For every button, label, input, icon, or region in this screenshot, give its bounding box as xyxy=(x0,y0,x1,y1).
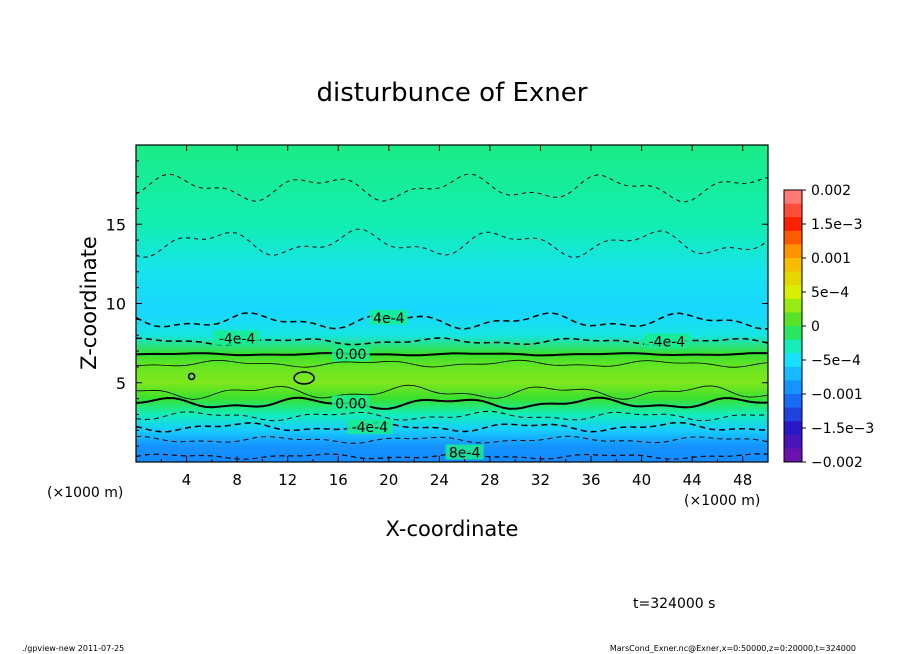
colorbar-label: −0.001 xyxy=(811,387,863,403)
x-tick-label: 4 xyxy=(182,471,192,489)
contour-label: 0.00 xyxy=(335,396,366,412)
colorbar-label: 0 xyxy=(811,319,820,335)
x-tick-label: 32 xyxy=(531,471,550,489)
contour-labels: 0.00 0.00 -4e-4 4e-4 -4e-4 -4e-4 8e-4 xyxy=(214,309,690,461)
colorbar-segment xyxy=(784,203,802,218)
x-tick-label: 36 xyxy=(581,471,600,489)
contour-label-bg xyxy=(331,395,370,411)
x-tick-label: 8 xyxy=(232,471,242,489)
colorbar-segment xyxy=(784,421,802,436)
x-tick-label: 28 xyxy=(480,471,499,489)
chart-title: disturbunce of Exner xyxy=(317,78,588,108)
x-axis-ticks: 4 8 12 16 20 24 28 32 36 40 44 48 xyxy=(160,145,752,489)
contour-line xyxy=(136,173,768,203)
x-unit-right: (×1000 m) xyxy=(684,493,760,509)
x-tick-label: 12 xyxy=(278,471,297,489)
colorbar-label: 5e−4 xyxy=(811,285,849,301)
y-axis-ticks: 5 10 15 xyxy=(106,160,768,447)
contour-line xyxy=(136,396,768,410)
footer-left: ./gpview-new 2011-07-25 xyxy=(22,644,124,653)
plot-area xyxy=(136,145,768,462)
colorbar-segment xyxy=(784,230,802,245)
contour-line xyxy=(136,435,768,444)
x-tick-label: 24 xyxy=(430,471,449,489)
colorbar-label: −5e−4 xyxy=(811,353,861,369)
closed-contour xyxy=(293,371,315,385)
contour-label-bg xyxy=(214,330,261,346)
contour-line xyxy=(136,359,768,368)
contour-line xyxy=(136,312,768,330)
colorbar-segment xyxy=(784,258,802,273)
colorbar-segment xyxy=(784,217,802,232)
colorbar: 0.002 1.5e−3 0.001 5e−4 0 −5e−4 −0.001 −1.5e−3 −… xyxy=(783,183,874,471)
colorbar-segment xyxy=(784,298,802,313)
colorbar-label: −1.5e−3 xyxy=(811,421,874,437)
colorbar-segment xyxy=(784,407,802,422)
colorbar-segment xyxy=(784,380,802,395)
colorbar-segment xyxy=(784,271,802,286)
time-label: t=324000 s xyxy=(633,596,715,612)
colorbar-segment xyxy=(784,353,802,368)
contour-label: 4e-4 xyxy=(373,311,405,327)
contour-label: -4e-4 xyxy=(649,335,686,351)
contour-line xyxy=(136,410,768,422)
contour-label: -4e-4 xyxy=(352,420,389,436)
y-tick-label: 15 xyxy=(106,215,126,234)
colorbar-segment xyxy=(784,326,802,341)
colorbar-segment xyxy=(784,190,802,205)
contour-label-bg xyxy=(369,309,408,325)
colorbar-label: 0.002 xyxy=(811,183,851,199)
x-unit-left: (×1000 m) xyxy=(47,485,123,501)
x-axis-label: X-coordinate xyxy=(386,517,519,541)
y-axis-label: Z-coordinate xyxy=(77,236,101,370)
contour-label-bg xyxy=(643,333,690,349)
colorbar-label: 0.001 xyxy=(811,251,851,267)
x-tick-label: 44 xyxy=(683,471,702,489)
colorbar-segment xyxy=(784,339,802,354)
contour-label: 8e-4 xyxy=(449,445,481,461)
contour-label: 0.00 xyxy=(335,347,366,363)
closed-contour xyxy=(187,372,196,381)
x-tick-label: 40 xyxy=(632,471,651,489)
x-tick-label: 20 xyxy=(379,471,398,489)
field-fill xyxy=(136,145,768,462)
contour-label-bg xyxy=(331,346,370,362)
x-tick-label: 16 xyxy=(329,471,348,489)
colorbar-segment xyxy=(784,394,802,409)
x-tick-label: 48 xyxy=(733,471,752,489)
colorbar-segment xyxy=(784,448,802,463)
colorbar-segment xyxy=(784,312,802,327)
y-tick-label: 10 xyxy=(106,295,126,314)
contour-label: -4e-4 xyxy=(219,331,256,347)
footer-right: MarsCond_Exner.nc@Exner,x=0:50000,z=0:20… xyxy=(610,644,856,653)
y-tick-label: 5 xyxy=(116,374,126,393)
contour-line xyxy=(136,384,768,400)
colorbar-label: 1.5e−3 xyxy=(811,217,863,233)
contour-label-bg xyxy=(346,419,393,435)
colorbar-label: −0.002 xyxy=(811,455,863,471)
colorbar-segment xyxy=(784,434,802,449)
contour-line xyxy=(136,421,768,433)
colorbar-segment xyxy=(784,244,802,259)
contour-label-bg xyxy=(445,444,484,460)
colorbar-segment xyxy=(784,285,802,300)
contour-line xyxy=(136,228,768,258)
colorbar-segment xyxy=(784,366,802,381)
contour-line xyxy=(136,352,768,357)
